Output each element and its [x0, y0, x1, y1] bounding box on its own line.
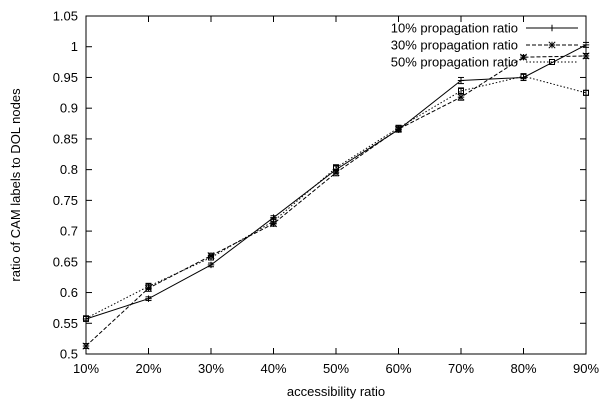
y-tick-label: 1.05 [53, 9, 78, 24]
data-point-marker [207, 261, 215, 269]
data-point-marker [457, 77, 465, 84]
y-tick-label: 0.75 [53, 193, 78, 208]
x-tick-label: 90% [573, 361, 599, 376]
x-tick-label: 50% [323, 361, 349, 376]
legend: 10% propagation ratio 30% propagation rat… [391, 21, 578, 70]
y-axis-label: ratio of CAM labels to DOL nodes [8, 88, 23, 282]
data-point-marker [83, 315, 89, 322]
series-layer [82, 41, 590, 350]
data-point-marker [519, 53, 528, 61]
x-tick-label: 70% [448, 361, 474, 376]
y-tick-label: 0.8 [60, 162, 78, 177]
legend-item: 50% propagation ratio [391, 55, 578, 70]
x-axis: 10% 20% 30% 40% 50% 60% 70% 80% 90% [73, 16, 599, 376]
y-tick-label: 0.55 [53, 316, 78, 331]
data-point-marker [520, 73, 527, 80]
series-line [85, 75, 587, 319]
x-tick-label: 40% [260, 361, 286, 376]
data-point-marker [458, 87, 464, 94]
y-tick-label: 0.65 [53, 254, 78, 269]
data-point-marker [549, 59, 555, 65]
legend-item: 10% propagation ratio [391, 21, 578, 36]
data-point-marker [145, 283, 152, 290]
y-tick-label: 0.6 [60, 285, 78, 300]
data-point-marker [548, 24, 556, 32]
x-tick-label: 10% [73, 361, 99, 376]
data-point-marker [548, 41, 556, 49]
x-tick-label: 30% [198, 361, 224, 376]
series-line [85, 44, 587, 320]
y-tick-label: 1 [71, 39, 78, 54]
x-tick-label: 60% [385, 361, 411, 376]
data-point-marker [583, 89, 589, 96]
legend-label: 10% propagation ratio [391, 21, 518, 36]
data-point-marker [582, 41, 590, 49]
y-tick-label: 0.7 [60, 224, 78, 239]
legend-item: 30% propagation ratio [391, 38, 578, 53]
y-tick-label: 0.95 [53, 70, 78, 85]
y-tick-label: 0.5 [60, 347, 78, 362]
data-point-marker [395, 124, 402, 131]
data-point-marker [582, 52, 590, 60]
data-point-marker [145, 295, 152, 302]
legend-label: 30% propagation ratio [391, 38, 518, 53]
y-axis: 0.5 0.55 0.6 0.65 0.7 0.75 0.8 0.85 0.9 0.95 1 1.05 [53, 9, 586, 362]
series-line [85, 55, 587, 347]
data-point-marker [270, 218, 277, 225]
data-point-marker [208, 254, 214, 261]
x-axis-label: accessibility ratio [287, 384, 385, 399]
legend-label: 50% propagation ratio [391, 55, 518, 70]
x-tick-label: 20% [135, 361, 161, 376]
data-point-marker [333, 164, 339, 171]
y-tick-label: 0.85 [53, 131, 78, 146]
y-tick-label: 0.9 [60, 101, 78, 116]
series-3 [83, 73, 589, 322]
data-point-marker [457, 93, 465, 101]
data-point-marker [82, 342, 90, 350]
x-tick-label: 80% [510, 361, 536, 376]
series-2 [82, 52, 590, 350]
series-1 [82, 41, 590, 323]
